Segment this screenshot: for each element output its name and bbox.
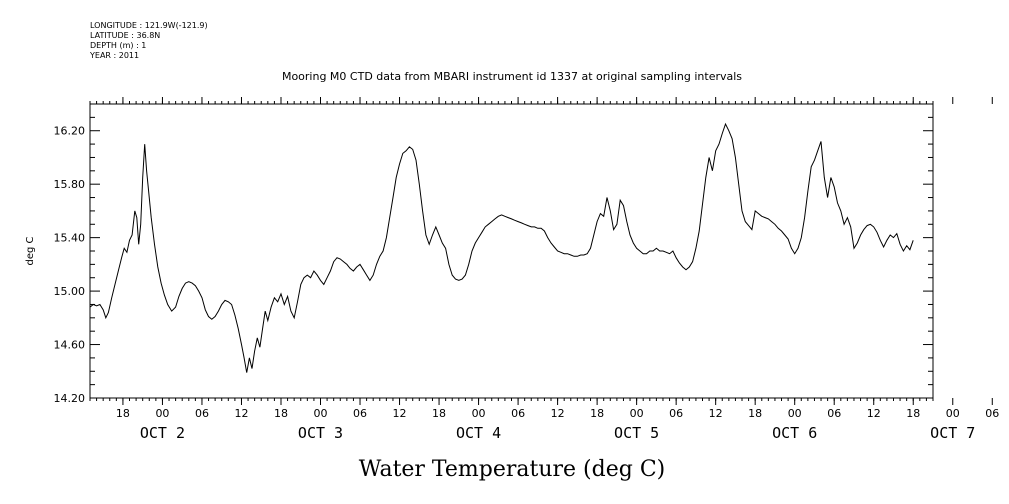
date-tick-label: OCT 4 [456, 424, 501, 442]
hour-tick-label: 00 [314, 407, 328, 420]
date-tick-label: OCT 3 [298, 424, 343, 442]
mooring-metadata: LONGITUDE : 121.9W(-121.9) LATITUDE : 36… [90, 21, 208, 61]
y-tick-label: 14.20 [54, 392, 86, 405]
depth-text: DEPTH (m) : 1 [90, 41, 147, 50]
hour-tick-label: 18 [274, 407, 288, 420]
date-tick-label: OCT 6 [772, 424, 817, 442]
hour-tick-label: 06 [985, 407, 999, 420]
date-tick-label: OCT 2 [140, 424, 185, 442]
hour-tick-label: 12 [234, 407, 248, 420]
year-text: YEAR : 2011 [90, 51, 140, 60]
hour-tick-labels: 18 00 06 12 18 00 06 12 18 00 06 12 18 00 06 12 18 00 06 12… [116, 407, 999, 420]
hour-tick-label: 06 [669, 407, 683, 420]
longitude-text: LONGITUDE : 121.9W(-121.9) [90, 21, 208, 30]
hour-tick-label: 00 [155, 407, 169, 420]
plot-frame [89, 103, 934, 399]
hour-tick-label: 18 [906, 407, 920, 420]
y-tick-label: 14.60 [54, 339, 86, 352]
hour-tick-label: 18 [590, 407, 604, 420]
y-tick-label: 16.20 [54, 125, 86, 138]
hour-tick-label: 00 [630, 407, 644, 420]
latitude-text: LATITUDE : 36.8N [90, 31, 161, 40]
hour-tick-label: 12 [393, 407, 407, 420]
date-tick-label: OCT 5 [614, 424, 659, 442]
water-temperature-line [89, 122, 914, 373]
y-tick-label: 15.00 [54, 285, 86, 298]
hour-tick-label: 06 [195, 407, 209, 420]
hour-tick-label: 18 [432, 407, 446, 420]
axis-ticks [89, 97, 993, 405]
hour-tick-label: 12 [551, 407, 565, 420]
hour-tick-label: 06 [511, 407, 525, 420]
hour-tick-label: 00 [472, 407, 486, 420]
hour-tick-label: 18 [116, 407, 130, 420]
y-axis-label: deg C [25, 236, 36, 265]
date-tick-label: OCT 7 [930, 424, 975, 442]
y-tick-label: 15.80 [54, 178, 86, 191]
chart-title: Mooring M0 CTD data from MBARI instrumen… [282, 70, 742, 83]
y-tick-labels: 14.20 14.60 15.00 15.40 15.80 16.20 [54, 125, 86, 405]
hour-tick-label: 18 [748, 407, 762, 420]
y-tick-label: 15.40 [54, 232, 86, 245]
x-axis-label: Water Temperature (deg C) [359, 457, 666, 482]
hour-tick-label: 06 [827, 407, 841, 420]
hour-tick-label: 12 [867, 407, 881, 420]
hour-tick-label: 00 [946, 407, 960, 420]
hour-tick-label: 00 [788, 407, 802, 420]
hour-tick-label: 12 [709, 407, 723, 420]
hour-tick-label: 06 [353, 407, 367, 420]
